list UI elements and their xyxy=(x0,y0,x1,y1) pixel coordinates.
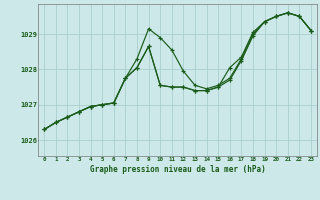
X-axis label: Graphe pression niveau de la mer (hPa): Graphe pression niveau de la mer (hPa) xyxy=(90,165,266,174)
